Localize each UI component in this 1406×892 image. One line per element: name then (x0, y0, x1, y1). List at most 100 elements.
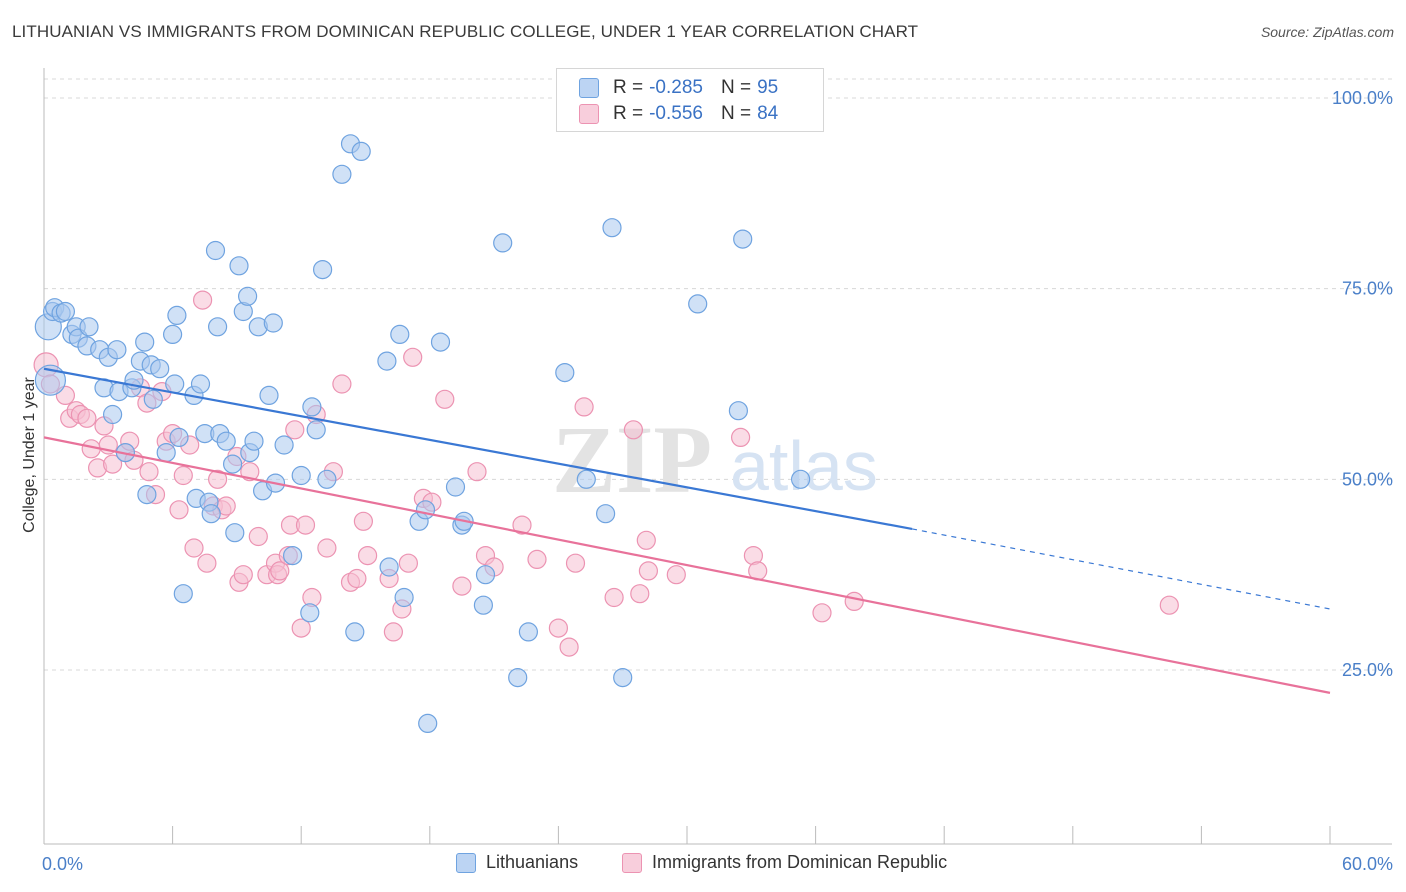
legend-n-value: 95 (757, 77, 779, 98)
data-point-lithuanian (163, 324, 183, 344)
data-point-dominican (452, 576, 472, 596)
x-tick-label: 0.0% (42, 854, 83, 874)
data-point-lithuanian (302, 397, 322, 417)
data-point-lithuanian (167, 305, 187, 325)
data-point-lithuanian (613, 667, 633, 688)
legend-n-label: N = (720, 77, 752, 98)
data-point-lithuanian (332, 164, 352, 184)
data-point-lithuanian (475, 565, 496, 585)
data-point-lithuanian (173, 584, 193, 604)
legend-row-dominican: R = -0.556 N = 84 (579, 102, 778, 126)
data-point-lithuanian (688, 294, 708, 314)
data-point-dominican (102, 454, 123, 474)
data-point-dominican (630, 584, 650, 604)
data-point-lithuanian (291, 465, 311, 486)
correlation-legend: R = -0.285 N = 95 R = -0.556 N = 84 (556, 68, 824, 132)
trend-lines (43, 367, 1331, 694)
data-point-lithuanian (602, 218, 622, 238)
data-point-lithuanian (313, 260, 333, 280)
watermark: ZIP atlas (552, 406, 878, 513)
data-point-lithuanian (216, 431, 236, 451)
data-point-dominican (730, 427, 751, 447)
data-point-lithuanian (259, 385, 279, 405)
data-point-dominican (638, 561, 659, 581)
data-point-lithuanian (135, 332, 155, 352)
data-point-lithuanian (351, 141, 371, 161)
data-point-lithuanian (728, 401, 749, 421)
data-point-dominican (358, 545, 378, 566)
legend-swatch-pink (579, 104, 599, 124)
data-point-dominican (565, 553, 586, 573)
data-point-dominican (666, 565, 686, 585)
data-point-lithuanian (107, 340, 127, 360)
data-point-dominican (574, 397, 594, 417)
data-point-lithuanian (244, 431, 264, 451)
legend-r-label: R = (613, 103, 644, 124)
data-point-lithuanian (223, 454, 243, 474)
data-point-lithuanian (137, 485, 157, 505)
watermark-atlas: atlas (730, 427, 878, 505)
data-point-lithuanian (576, 469, 596, 489)
data-point-dominican (270, 561, 290, 581)
data-point-lithuanian (274, 435, 294, 455)
trend-line-dominican (43, 436, 1331, 694)
data-point-dominican (559, 637, 579, 657)
data-point-lithuanian (473, 595, 493, 615)
data-point-lithuanian (205, 240, 226, 261)
data-point-dominican (240, 462, 260, 482)
legend-swatch-blue (579, 78, 599, 98)
data-point-lithuanian (300, 603, 320, 623)
data-point-dominican (317, 538, 337, 558)
legend-label-lithuanians: Lithuanians (486, 852, 579, 872)
y-tick-label: 75.0% (1342, 279, 1393, 299)
data-point-dominican (184, 538, 204, 558)
legend-label-dominican: Immigrants from Dominican Republic (652, 852, 948, 872)
y-axis-label: College, Under 1 year (21, 377, 38, 533)
data-point-lithuanian (165, 374, 185, 394)
y-tick-label: 50.0% (1342, 469, 1393, 489)
data-point-dominican (403, 347, 423, 367)
data-point-lithuanian (790, 469, 811, 489)
data-point-lithuanian (190, 374, 211, 394)
data-point-dominican (512, 515, 532, 535)
data-point-lithuanian (143, 389, 163, 409)
data-point-dominican (398, 553, 418, 573)
axes (43, 68, 1392, 845)
data-point-lithuanian (79, 317, 99, 337)
data-point-lithuanian (518, 622, 539, 642)
y-tick-label: 25.0% (1342, 660, 1393, 680)
data-point-dominican (435, 389, 455, 409)
data-point-dominican (623, 420, 644, 440)
data-point-lithuanian (229, 256, 249, 276)
data-point-lithuanian (415, 500, 436, 520)
data-point-dominican (383, 622, 403, 642)
data-point-dominican (1159, 595, 1179, 615)
data-point-lithuanian (317, 469, 337, 489)
data-point-lithuanian (156, 443, 176, 463)
data-point-lithuanian (394, 587, 414, 608)
legend-item-dominican: Immigrants from Dominican Republic (622, 852, 947, 873)
source-label: Source: ZipAtlas.com (1260, 24, 1394, 40)
data-point-lithuanian (430, 332, 451, 352)
data-point-dominican (812, 603, 832, 623)
x-tick-label: 60.0% (1342, 854, 1393, 874)
data-point-dominican (285, 420, 305, 440)
chart-title: LITHUANIAN VS IMMIGRANTS FROM DOMINICAN … (12, 22, 919, 41)
trend-line-lithuanians (43, 367, 913, 530)
data-point-lithuanian (418, 713, 438, 734)
data-point-dominican (248, 526, 268, 547)
data-point-dominican (173, 465, 193, 486)
axis-labels: 25.0% 50.0% 75.0% 100.0% 0.0% 60.0% (42, 88, 1393, 874)
data-point-dominican (197, 553, 217, 573)
data-point-dominican (467, 462, 487, 482)
series-immigrants-dominican-republic (33, 290, 1179, 657)
data-point-dominican (77, 408, 97, 428)
data-point-lithuanian (102, 404, 123, 425)
data-point-dominican (291, 618, 311, 638)
data-point-dominican (233, 565, 253, 585)
data-point-dominican (844, 591, 864, 612)
data-point-dominican (353, 511, 373, 531)
data-point-lithuanian (493, 233, 513, 253)
data-point-lithuanian (345, 622, 365, 642)
